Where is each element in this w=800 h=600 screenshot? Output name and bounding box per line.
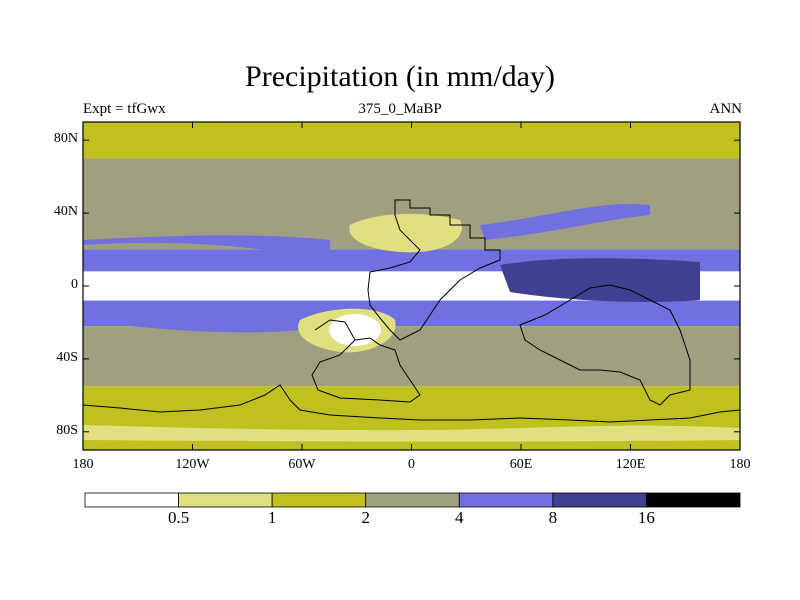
southern-ocean-band xyxy=(83,390,740,420)
colorbar-swatch xyxy=(458,492,554,508)
x-tick-label: 60E xyxy=(509,457,533,472)
y-tick-label: 40N xyxy=(53,204,78,220)
wet-region-east-tropics xyxy=(500,258,700,303)
continent-outline-east xyxy=(519,284,691,406)
equatorial-dry-streak-west xyxy=(83,274,330,297)
colorbar-level-label: 16 xyxy=(637,508,655,527)
period-label: 375_0_MaBP xyxy=(358,101,442,117)
colorbar-swatch xyxy=(552,492,647,508)
antarctic-coast-outline xyxy=(83,384,740,423)
zonal-band-0 xyxy=(83,122,740,159)
continent-outline-south xyxy=(311,319,421,403)
x-tick-label: 0 xyxy=(408,457,415,472)
continent-outline-north xyxy=(367,199,501,341)
colorbar-swatch xyxy=(178,492,273,508)
colorbar-swatch xyxy=(646,492,741,508)
colorbar-level-label: 1 xyxy=(267,508,277,527)
x-tick-label: 180 xyxy=(72,457,94,472)
mid-latitude-storm-track-north xyxy=(83,235,330,262)
y-tick-label: 0 xyxy=(71,277,78,292)
northern-dry-cell xyxy=(349,213,462,253)
colorbar-level-label: 0.5 xyxy=(167,508,190,527)
y-tick-label: 80S xyxy=(56,422,78,438)
x-tick-label: 120W xyxy=(175,457,210,472)
x-tick-label: 120E xyxy=(615,457,646,472)
zonal-band-5 xyxy=(83,326,740,387)
wet-region-north-mid xyxy=(480,204,650,240)
colorbar-swatch xyxy=(365,492,460,508)
colorbar-swatch xyxy=(84,492,179,508)
colorbar-level-label: 2 xyxy=(361,508,370,527)
y-tick-label: 40S xyxy=(56,349,78,365)
colorbar-level-label: 8 xyxy=(548,508,558,527)
chart-title: Precipitation (in mm/day) xyxy=(245,60,555,93)
colorbar-swatch xyxy=(271,492,367,508)
colorbar-level-label: 4 xyxy=(455,508,464,527)
x-tick-label: 180 xyxy=(729,457,751,472)
experiment-label: Expt = tfGwx xyxy=(83,101,166,117)
south-pole-light xyxy=(83,425,740,442)
x-tick-label: 60W xyxy=(288,457,316,472)
southern-dry-core xyxy=(329,314,381,346)
y-tick-label: 80N xyxy=(53,131,78,147)
season-label: ANN xyxy=(709,101,743,117)
storm-track-south xyxy=(83,303,300,333)
